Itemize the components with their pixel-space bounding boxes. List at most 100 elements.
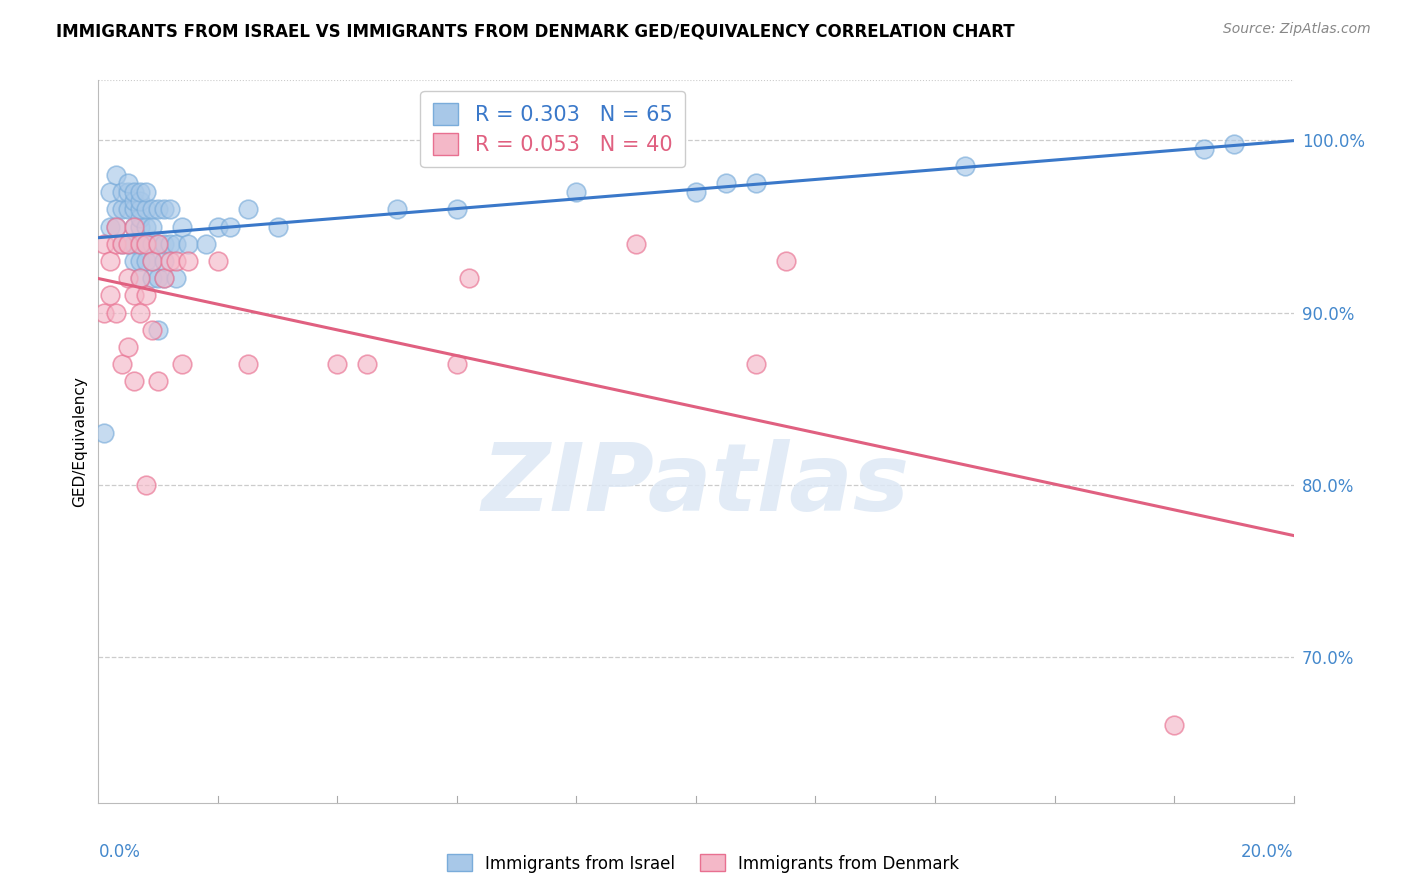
Point [124,375,146,389]
Point [117,177,139,191]
Point [177,253,200,268]
Y-axis label: GED/Equivalency: GED/Equivalency [72,376,87,507]
Point [141,253,163,268]
Point [267,219,290,234]
Point [129,236,152,251]
Point [356,357,378,371]
Point [135,288,157,302]
Text: 0.0%: 0.0% [98,843,141,861]
Point [1223,136,1246,151]
Point [153,253,176,268]
Point [141,253,163,268]
Point [117,202,139,217]
Point [148,236,170,251]
Point [93,236,115,251]
Text: 20.0%: 20.0% [1241,843,1294,861]
Point [1192,142,1215,156]
Point [141,271,163,285]
Point [148,323,170,337]
Point [124,253,146,268]
Point [458,271,481,285]
Point [117,271,139,285]
Point [105,236,128,251]
Point [172,219,194,234]
Point [159,253,181,268]
Point [159,236,181,251]
Point [135,253,157,268]
Point [165,236,187,251]
Point [111,236,134,251]
Point [135,202,157,217]
Point [124,288,146,302]
Point [195,236,218,251]
Text: IMMIGRANTS FROM ISRAEL VS IMMIGRANTS FROM DENMARK GED/EQUIVALENCY CORRELATION CH: IMMIGRANTS FROM ISRAEL VS IMMIGRANTS FRO… [56,22,1015,40]
Point [129,271,152,285]
Point [148,375,170,389]
Point [148,236,170,251]
Point [129,194,152,208]
Point [775,253,797,268]
Point [98,185,122,199]
Point [135,477,157,491]
Point [745,357,768,371]
Point [117,236,139,251]
Point [111,202,134,217]
Point [105,305,128,319]
Text: Source: ZipAtlas.com: Source: ZipAtlas.com [1223,22,1371,37]
Point [93,305,115,319]
Point [129,253,152,268]
Point [124,219,146,234]
Legend: Immigrants from Israel, Immigrants from Denmark: Immigrants from Israel, Immigrants from … [440,847,966,880]
Point [135,236,157,251]
Point [148,271,170,285]
Point [685,185,707,199]
Point [124,202,146,217]
Point [1163,718,1185,732]
Point [153,236,176,251]
Point [153,271,176,285]
Point [326,357,349,371]
Point [141,219,163,234]
Point [714,177,737,191]
Point [159,202,181,217]
Point [141,202,163,217]
Point [111,236,134,251]
Point [153,271,176,285]
Point [98,288,122,302]
Text: ZIPatlas: ZIPatlas [482,439,910,531]
Point [135,185,157,199]
Point [93,425,115,440]
Point [124,185,146,199]
Point [148,202,170,217]
Point [105,168,128,182]
Point [626,236,648,251]
Point [105,219,128,234]
Point [172,357,194,371]
Point [129,211,152,225]
Point [135,219,157,234]
Point [129,271,152,285]
Point [124,236,146,251]
Point [129,202,152,217]
Point [129,185,152,199]
Point [105,219,128,234]
Point [177,236,200,251]
Point [111,185,134,199]
Point [207,219,229,234]
Point [117,340,139,354]
Point [124,219,146,234]
Point [153,202,176,217]
Point [141,236,163,251]
Point [207,253,229,268]
Point [165,253,187,268]
Point [141,323,163,337]
Point [129,236,152,251]
Point [219,219,242,234]
Point [135,236,157,251]
Point [105,202,128,217]
Point [129,305,152,319]
Point [565,185,588,199]
Point [117,185,139,199]
Point [236,357,259,371]
Point [117,236,139,251]
